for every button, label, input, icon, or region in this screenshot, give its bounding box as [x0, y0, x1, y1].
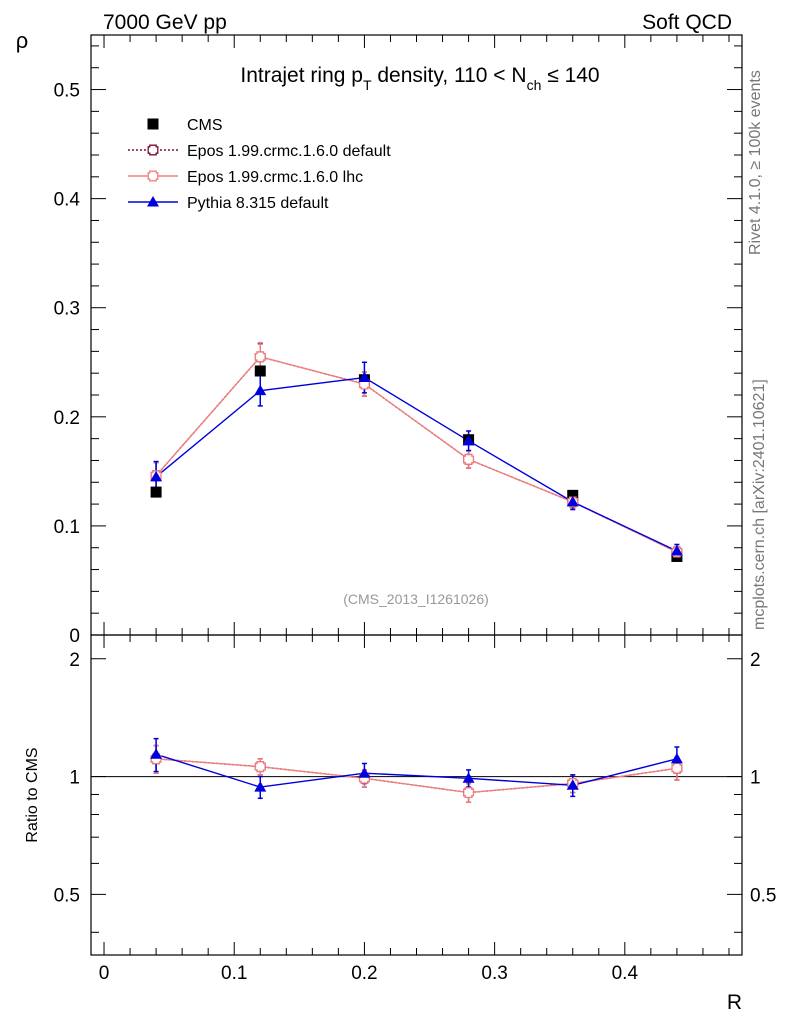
epos-1-99-crmc-1-6-0-lhc-point: [463, 453, 475, 465]
x-tick-label: 0.1: [221, 963, 247, 984]
main-y-tick-label: 0.1: [54, 517, 80, 538]
x-tick-label: 0: [99, 963, 110, 984]
pythia-8-315-default-ratio-point: [358, 767, 371, 778]
ratio-y-axis-label: Ratio to CMS: [24, 747, 41, 842]
header-left: 7000 GeV pp: [103, 11, 227, 34]
x-tick-label: 0.4: [612, 963, 639, 984]
main-y-tick-label: 0: [69, 626, 80, 647]
main-y-tick-label: 0.4: [54, 190, 81, 211]
main-y-tick-label: 0.2: [54, 408, 80, 429]
main-y-axis-label: ρ: [16, 28, 29, 53]
epos-1-99-crmc-1-6-0-lhc-line: [155, 356, 678, 553]
pythia-8-315-default-ratio-point: [254, 781, 267, 792]
pythia-8-315-default-ratio-point: [462, 772, 475, 783]
pythia-8-315-default-ratio-point: [566, 779, 579, 790]
ratio-y-tick-label-right: 2: [750, 650, 761, 671]
cms-data-point: [567, 489, 579, 501]
epos-1-99-crmc-1-6-0-lhc-ratio-point: [671, 762, 683, 774]
legend-pythia-8-315-default-marker: [147, 196, 159, 207]
legend-label-cms: CMS: [187, 117, 223, 134]
pythia-8-315-default-point: [358, 371, 371, 383]
legend-epos-1-99-crmc-1-6-0-lhc-marker: [147, 170, 159, 182]
pythia-8-315-default-point: [670, 545, 683, 556]
pythia-8-315-default-ratio-point: [670, 752, 683, 764]
x-tick-label: 0.3: [481, 963, 507, 984]
pythia-8-315-default-ratio-line: [155, 753, 678, 788]
x-tick-label: 0.2: [351, 963, 377, 984]
main-y-tick-label: 0.3: [54, 299, 80, 320]
header-right: Soft QCD: [642, 11, 732, 34]
pythia-8-315-default-ratio-point: [150, 748, 163, 759]
ratio-y-tick-label-right: 1: [750, 768, 761, 789]
legend-cms-marker: [147, 118, 159, 130]
legend-epos-1-99-crmc-1-6-0-default-marker: [147, 144, 159, 156]
cms-data-point: [150, 486, 162, 498]
pythia-8-315-default-point: [566, 495, 579, 507]
pythia-8-315-default-point: [462, 434, 475, 446]
epos-1-99-crmc-1-6-0-lhc-point: [254, 351, 266, 363]
main-title: Intrajet ring pT density, 110 < Nch ≤ 14…: [240, 64, 599, 93]
ratio-y-tick-label: 1: [69, 768, 80, 789]
rivet-label: Rivet 4.1.0, ≥ 100k events: [747, 70, 764, 255]
epos-1-99-crmc-1-6-0-lhc-ratio-point: [254, 761, 266, 773]
pythia-8-315-default-line: [155, 376, 678, 552]
ratio-y-tick-label: 2: [69, 650, 80, 671]
ratio-y-tick-label-right: 0.5: [750, 885, 776, 906]
ratio-y-tick-label: 0.5: [54, 885, 80, 906]
cms-data-point: [254, 365, 266, 377]
analysis-watermark: (CMS_2013_I1261026): [343, 591, 489, 607]
pythia-8-315-default-point: [150, 470, 163, 482]
legend-label-pythia-8-315-default: Pythia 8.315 default: [187, 195, 329, 212]
main-y-tick-label: 0.5: [54, 81, 80, 102]
epos-1-99-crmc-1-6-0-lhc-ratio-point: [463, 787, 475, 799]
legend-label-epos-1-99-crmc-1-6-0-lhc: Epos 1.99.crmc.1.6.0 lhc: [187, 169, 363, 186]
ratio-plot-frame: [90, 634, 743, 956]
x-axis-label: R: [727, 991, 742, 1014]
pythia-8-315-default-point: [254, 384, 267, 396]
legend-label-epos-1-99-crmc-1-6-0-default: Epos 1.99.crmc.1.6.0 default: [187, 143, 391, 160]
mcplots-label: mcplots.cern.ch [arXiv:2401.10621]: [751, 379, 768, 630]
